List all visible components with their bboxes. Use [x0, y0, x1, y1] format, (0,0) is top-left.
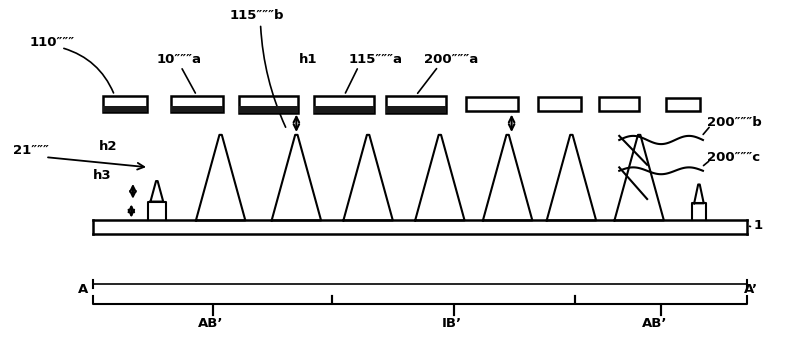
- Text: A: A: [78, 283, 89, 296]
- Bar: [314, 96, 374, 112]
- Bar: [314, 106, 374, 112]
- Bar: [666, 98, 700, 110]
- Bar: [599, 97, 639, 111]
- Bar: [238, 96, 298, 112]
- Text: A’: A’: [744, 283, 758, 296]
- Bar: [538, 97, 582, 111]
- Text: h3: h3: [93, 169, 111, 183]
- Text: 200″″″b: 200″″″b: [707, 116, 762, 129]
- Text: AB’: AB’: [198, 317, 223, 329]
- Bar: [466, 97, 518, 111]
- Text: 10″″″a: 10″″″a: [157, 53, 202, 66]
- Text: AB’: AB’: [642, 317, 668, 329]
- Bar: [386, 106, 446, 112]
- Text: IB’: IB’: [442, 317, 462, 329]
- Bar: [103, 106, 147, 112]
- Text: 115″″″a: 115″″″a: [348, 53, 402, 66]
- Text: h1: h1: [299, 53, 318, 66]
- Text: 21″″″: 21″″″: [14, 144, 50, 157]
- Bar: [170, 96, 222, 112]
- Text: h2: h2: [98, 140, 117, 153]
- Bar: [238, 106, 298, 112]
- Text: 115″″″b: 115″″″b: [230, 9, 284, 22]
- Bar: [170, 106, 222, 112]
- Text: 200″″″c: 200″″″c: [707, 151, 760, 164]
- Bar: [386, 96, 446, 112]
- Bar: [103, 96, 147, 112]
- Text: 110″″″: 110″″″: [30, 36, 74, 49]
- Text: 1: 1: [753, 219, 762, 232]
- Text: 200″″″a: 200″″″a: [424, 53, 478, 66]
